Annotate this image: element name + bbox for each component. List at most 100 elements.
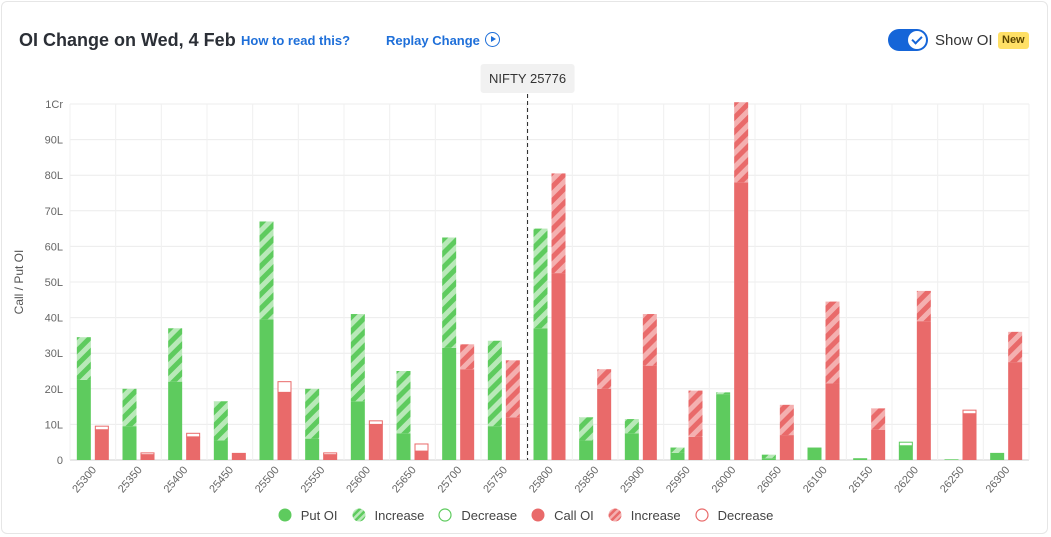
- chart-title: OI Change on Wed, 4 Feb: [19, 30, 236, 50]
- put-increase-bar: [122, 388, 137, 427]
- put-increase-bar: [670, 447, 685, 453]
- put-increase-bar: [76, 337, 91, 380]
- legend-label: Decrease: [717, 507, 774, 523]
- x-tick-label: 25600: [344, 464, 373, 495]
- legend-swatch-icon: [278, 508, 292, 522]
- put-increase-bar: [761, 454, 776, 459]
- call-oi-bar: [779, 435, 794, 460]
- put-increase-bar: [442, 237, 457, 348]
- x-tick-label: 25450: [207, 464, 236, 495]
- call-increase-bar: [505, 360, 520, 418]
- call-increase-bar: [779, 404, 794, 436]
- call-oi-bar: [734, 182, 749, 460]
- call-decrease-bar: [140, 452, 155, 456]
- play-circle-icon[interactable]: [485, 32, 500, 47]
- new-badge: New: [998, 32, 1029, 49]
- x-tick-label: 25900: [618, 464, 647, 495]
- put-oi-bar: [716, 394, 731, 460]
- call-increase-bar: [871, 408, 886, 430]
- call-decrease-bar: [414, 443, 429, 452]
- y-tick-label: 1Cr: [45, 99, 63, 111]
- legend-item-call-increase[interactable]: Increase: [608, 508, 681, 523]
- show-oi-toggle[interactable]: [888, 29, 928, 51]
- put-increase-bar: [533, 228, 548, 329]
- x-tick-label: 26000: [710, 464, 739, 495]
- legend-item-put-solid[interactable]: Put OI: [278, 508, 338, 523]
- x-tick-label: 25300: [70, 464, 99, 495]
- x-tick-label: 26050: [755, 464, 784, 495]
- call-oi-bar: [1008, 362, 1023, 460]
- call-increase-bar: [688, 390, 703, 437]
- put-increase-bar: [168, 328, 183, 382]
- legend-swatch-icon: [438, 508, 453, 522]
- legend-item-put-decrease[interactable]: Decrease: [438, 508, 517, 523]
- put-increase-bar: [350, 314, 365, 402]
- put-decrease-bar: [898, 441, 913, 447]
- x-tick-label: 26200: [892, 464, 921, 495]
- legend-label: Decrease: [461, 507, 518, 523]
- call-oi-bar: [186, 436, 201, 460]
- call-oi-bar: [825, 383, 840, 460]
- legend-label: Call OI: [554, 507, 594, 523]
- spot-label: NIFTY 25776: [489, 71, 566, 86]
- put-increase-bar: [716, 392, 731, 395]
- x-tick-label: 25650: [390, 464, 419, 495]
- oi-chart: 0 10L 20L 30L 40L 50L 60L 70L 80L 90L 1Cr Call / Pu…: [12, 64, 1030, 495]
- legend-item-call-solid[interactable]: Call OI: [531, 508, 594, 523]
- how-to-read-link[interactable]: How to read this?: [241, 33, 351, 48]
- put-increase-bar: [487, 340, 502, 427]
- put-oi-bar: [807, 447, 822, 460]
- legend-swatch-icon: [695, 508, 709, 522]
- x-tick-label: 25550: [299, 464, 328, 495]
- legend-item-put-increase[interactable]: Increase: [352, 508, 424, 523]
- put-oi-bar: [213, 440, 228, 460]
- put-oi-bar: [168, 381, 183, 460]
- call-oi-bar: [140, 454, 155, 460]
- put-oi-bar: [944, 459, 959, 460]
- put-oi-bar: [259, 319, 274, 460]
- put-oi-bar: [305, 438, 320, 460]
- check-icon: [908, 31, 926, 49]
- y-tick-label: 90L: [45, 135, 63, 147]
- call-increase-bar: [734, 102, 749, 183]
- call-oi-bar: [597, 388, 612, 460]
- put-oi-bar: [76, 379, 91, 460]
- put-oi-bar: [487, 426, 502, 460]
- put-increase-bar: [624, 419, 639, 434]
- x-tick-label: 25800: [527, 464, 556, 495]
- call-oi-bar: [323, 454, 338, 460]
- put-oi-bar: [533, 328, 548, 460]
- legend-item-call-decrease[interactable]: Decrease: [695, 507, 774, 523]
- y-tick-label: 10L: [45, 419, 63, 431]
- y-tick-label: 70L: [45, 206, 63, 218]
- replay-change-link[interactable]: Replay Change: [386, 33, 480, 48]
- y-tick-label: 50L: [45, 277, 63, 289]
- call-decrease-bar: [962, 409, 977, 415]
- legend-label: Put OI: [300, 507, 338, 523]
- call-oi-bar: [414, 451, 429, 460]
- legend-swatch-icon: [352, 508, 366, 522]
- spot-label-box: [480, 64, 575, 93]
- put-oi-bar: [442, 347, 457, 460]
- call-oi-bar: [277, 392, 292, 460]
- put-oi-bar: [670, 452, 685, 460]
- x-tick-label: 25400: [162, 464, 191, 495]
- y-tick-label: 30L: [45, 348, 63, 360]
- x-tick-label: 25700: [436, 464, 465, 495]
- call-oi-bar: [460, 369, 475, 460]
- put-oi-bar: [350, 401, 365, 460]
- call-oi-bar: [871, 429, 886, 460]
- x-tick-label: 25500: [253, 464, 282, 495]
- put-increase-bar: [213, 401, 228, 441]
- legend-swatch-icon: [608, 508, 622, 522]
- chart-legend: Put OI Increase Decrease Call OI Increase Dec…: [0, 506, 1051, 524]
- x-tick-label: 25350: [116, 464, 145, 495]
- call-oi-bar: [505, 417, 520, 460]
- legend-label: Increase: [630, 507, 681, 523]
- call-decrease-bar: [186, 432, 201, 438]
- chart-header: OI Change on Wed, 4 Feb How to read this…: [0, 0, 1051, 70]
- call-oi-bar: [551, 273, 566, 460]
- y-tick-label: 20L: [45, 384, 63, 396]
- x-tick-label: 25750: [481, 464, 510, 495]
- x-tick-label: 26250: [938, 464, 967, 495]
